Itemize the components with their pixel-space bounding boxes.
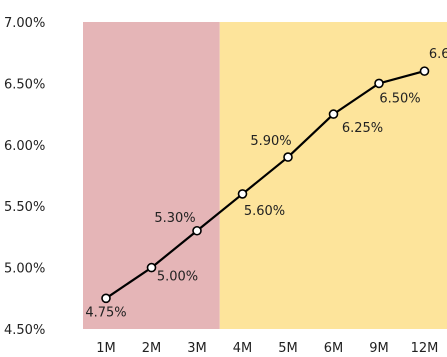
- data-label: 5.90%: [250, 134, 291, 149]
- x-tick-label: 1M: [96, 341, 116, 356]
- y-tick-label: 6.50%: [4, 77, 45, 92]
- data-label: 6.25%: [342, 121, 383, 136]
- data-label: 5.30%: [154, 211, 195, 226]
- data-label: 6.60%: [429, 47, 447, 62]
- data-point-marker: [192, 225, 202, 236]
- y-tick-label: 7.00%: [4, 16, 45, 31]
- data-point-marker: [328, 109, 339, 119]
- shaded-region-2: [219, 22, 447, 329]
- x-tick-label: 5M: [278, 341, 298, 356]
- data-label: 4.75%: [85, 305, 126, 320]
- data-label: 5.00%: [157, 270, 198, 285]
- data-point-marker: [283, 152, 293, 162]
- x-tick-label: 4M: [233, 341, 253, 356]
- x-tick-label: 2M: [142, 341, 162, 356]
- series-line-path: [105, 70, 425, 300]
- y-tick-label: 5.50%: [4, 200, 45, 215]
- y-tick-label: 4.50%: [4, 323, 45, 338]
- data-label: 6.50%: [379, 91, 420, 106]
- shaded-region-1: [83, 22, 220, 329]
- x-axis-ticks: 1M 2M 3M 4M 5M 6M 9M 12M: [96, 341, 438, 356]
- data-point-marker: [146, 262, 157, 273]
- data-point-marker: [374, 78, 384, 89]
- x-tick-label: 6M: [324, 341, 344, 356]
- x-tick-label: 12M: [411, 341, 439, 356]
- shaded-regions: [83, 22, 447, 329]
- y-axis-ticks: 4.50% 5.00% 5.50% 6.00% 6.50% 7.00%: [4, 16, 45, 338]
- data-point-marker: [237, 189, 248, 199]
- x-tick-label: 9M: [369, 341, 389, 356]
- data-labels: 4.75% 5.00% 5.30% 5.60% 5.90% 6.25% 6.50% 6.60%: [85, 47, 447, 320]
- data-label: 5.60%: [244, 204, 285, 219]
- x-tick-label: 3M: [187, 341, 207, 356]
- data-point-marker: [101, 293, 111, 304]
- data-point-marker: [419, 66, 430, 76]
- y-tick-label: 6.00%: [4, 139, 45, 154]
- y-tick-label: 5.00%: [4, 262, 45, 277]
- series-line: [101, 66, 430, 304]
